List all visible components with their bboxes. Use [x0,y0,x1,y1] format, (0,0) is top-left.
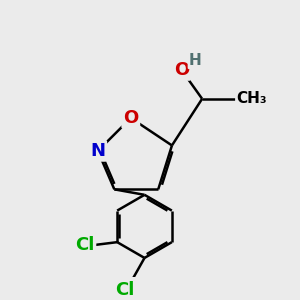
Text: O: O [123,109,138,127]
Text: Cl: Cl [116,281,135,299]
Text: H: H [189,53,202,68]
Text: O: O [174,61,189,79]
Text: N: N [90,142,105,160]
Text: Cl: Cl [75,236,94,254]
Text: CH₃: CH₃ [236,91,267,106]
